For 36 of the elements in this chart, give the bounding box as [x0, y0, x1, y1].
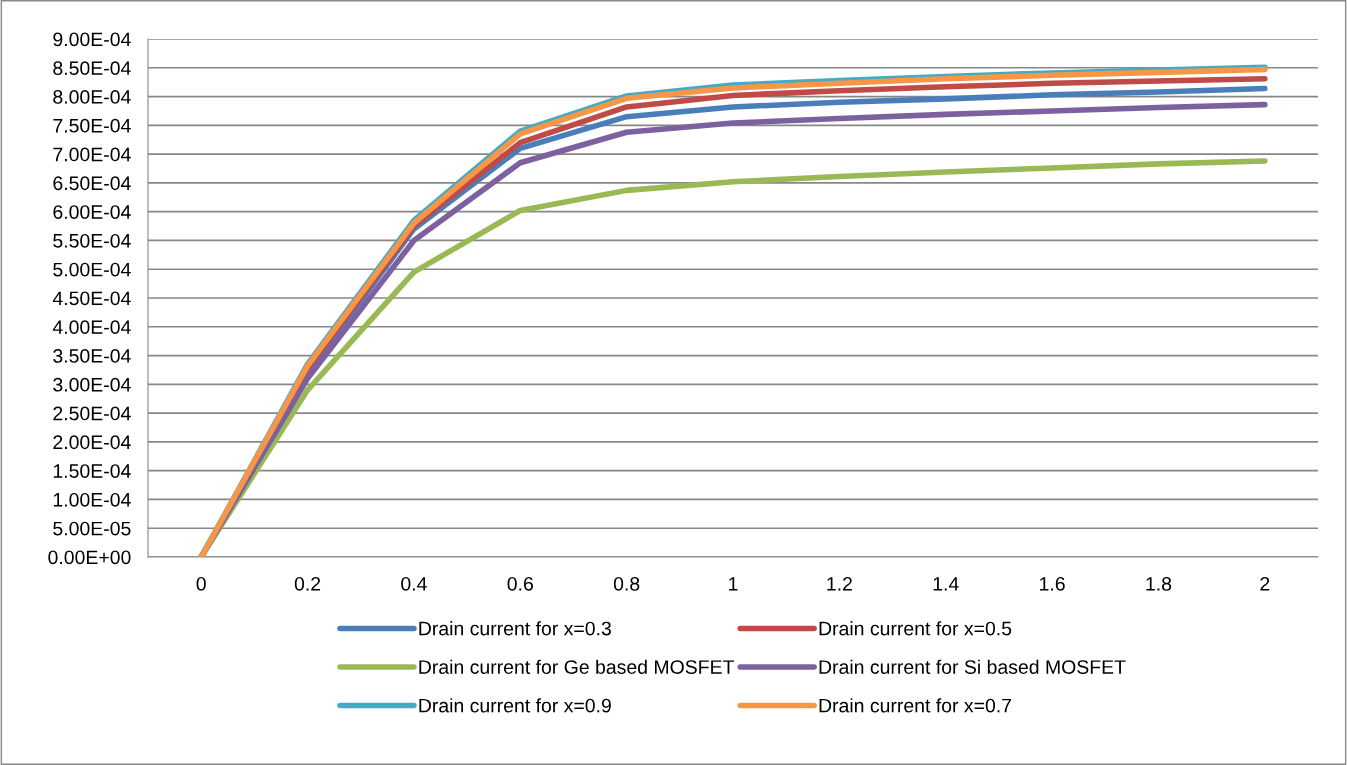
- y-tick-label: 1.00E-04: [53, 492, 131, 507]
- legend-label: Drain current for Ge based MOSFET: [419, 659, 734, 674]
- y-tick-label: 1.50E-04: [53, 464, 131, 478]
- x-tick-label: 0.2: [294, 576, 321, 591]
- y-tick-label: 7.50E-04: [53, 118, 131, 133]
- x-tick-label: 2: [1260, 576, 1270, 591]
- y-tick-label: 2.50E-04: [53, 406, 131, 421]
- legend-label: Drain current for x=0.3: [419, 621, 611, 636]
- y-tick-label: 5.50E-04: [53, 233, 131, 248]
- y-tick-label: 8.50E-04: [53, 61, 131, 76]
- y-tick-label: 4.50E-04: [52, 291, 131, 306]
- y-tick-label: 0.00E+00: [48, 550, 131, 565]
- legend-label: Drain current for x=0.7: [819, 698, 1012, 713]
- y-tick-label: 4.00E-04: [52, 320, 131, 335]
- x-tick-label: 0: [196, 576, 206, 591]
- x-tick-label: 0.6: [507, 576, 533, 591]
- legend-label: Drain current for x=0.9: [419, 698, 611, 713]
- legend-label: Drain current for Si based MOSFET: [819, 659, 1126, 674]
- y-tick-label: 6.50E-04: [53, 176, 131, 191]
- x-tick-label: 0.4: [401, 576, 427, 591]
- y-tick-label: 5.00E-04: [53, 262, 131, 277]
- y-tick-label: 3.50E-04: [53, 349, 131, 363]
- y-tick-label: 8.00E-04: [53, 90, 131, 104]
- y-tick-label: 2.00E-04: [53, 435, 131, 450]
- y-tick-label: 5.00E-05: [53, 521, 131, 536]
- y-tick-label: 3.00E-04: [53, 377, 131, 392]
- x-tick-label: 1.2: [827, 576, 852, 591]
- x-tick-label: 1.6: [1040, 576, 1065, 591]
- y-tick-label: 6.00E-04: [53, 205, 131, 219]
- x-tick-label: 1: [729, 577, 738, 591]
- y-tick-label: 9.00E-04: [53, 32, 131, 47]
- x-tick-label: 1.8: [1146, 576, 1172, 591]
- x-tick-label: 0.8: [613, 576, 640, 591]
- y-tick-label: 7.00E-04: [53, 147, 131, 162]
- legend-label: Drain current for x=0.5: [819, 621, 1012, 636]
- x-tick-label: 1.4: [933, 577, 959, 591]
